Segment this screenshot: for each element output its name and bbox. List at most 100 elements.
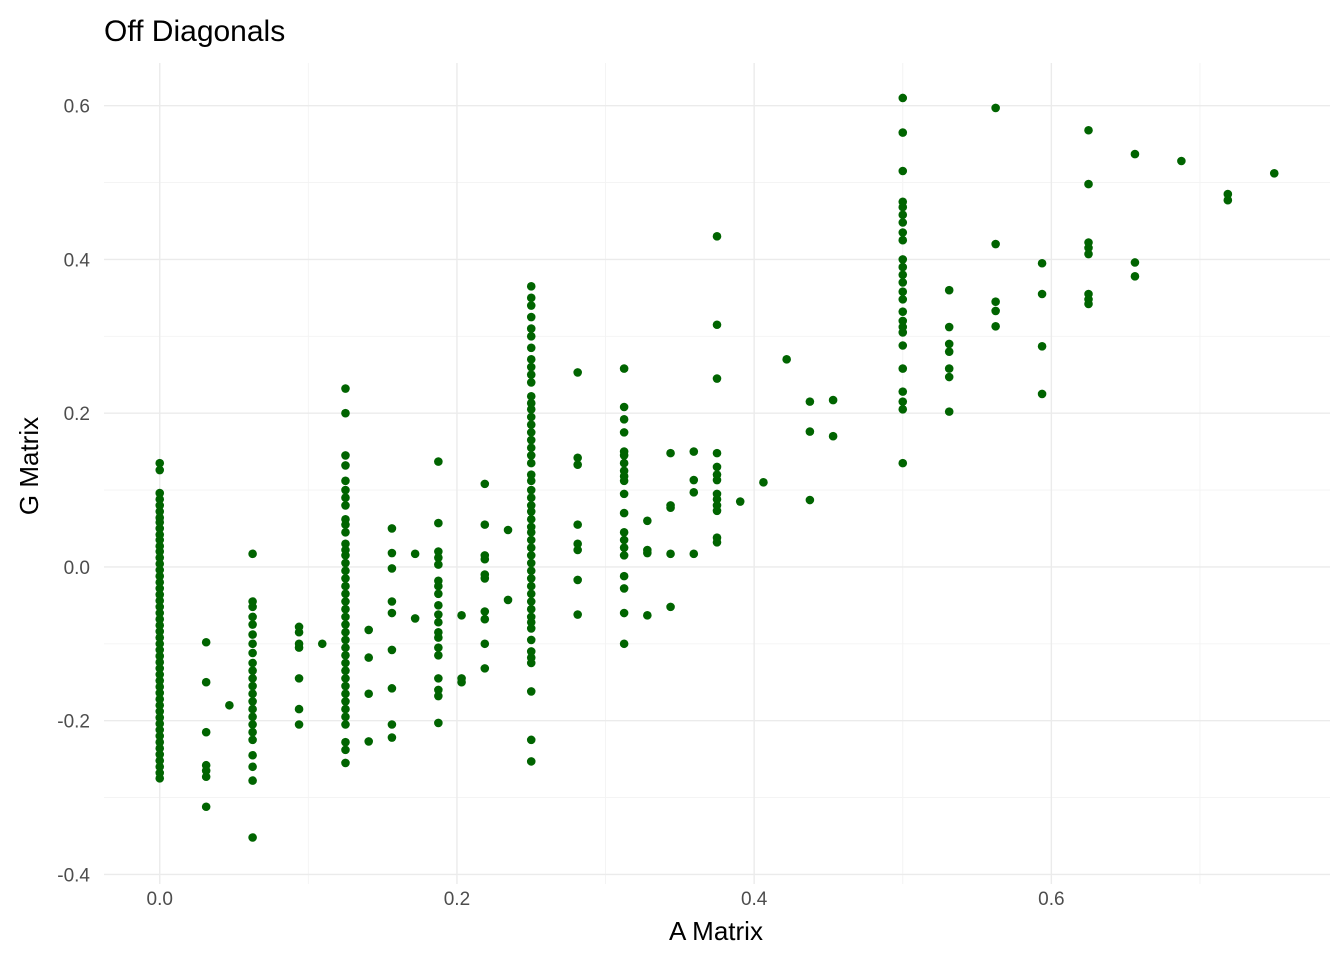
data-point [387,645,397,655]
data-point [991,321,1000,331]
y-tick-label: -0.2 [57,712,90,733]
data-point [248,833,257,842]
data-point [619,489,629,499]
data-point [155,725,165,735]
data-point [155,731,165,741]
data-point [155,465,165,475]
data-point [805,427,815,436]
data-point [155,713,165,722]
data-point [434,560,443,569]
data-point [712,448,722,458]
data-point [643,548,652,558]
data-point [434,518,443,528]
data-point [898,387,908,396]
data-point [248,549,257,559]
data-point [1037,341,1047,351]
data-point [991,297,1000,306]
data-point [341,689,350,699]
data-point [944,339,954,349]
data-point [155,737,165,747]
data-point [573,460,582,469]
data-point [712,506,722,516]
data-point [503,525,513,535]
data-point [526,535,536,545]
data-point [526,428,536,437]
data-point [341,597,350,606]
data-point [898,316,908,326]
data-point [526,293,536,303]
data-point [294,704,304,714]
data-point [526,735,536,745]
data-point [248,620,257,629]
data-point [434,457,443,466]
data-point [155,501,165,510]
data-point [666,503,675,513]
data-point [526,574,536,583]
data-point [341,674,350,683]
data-point [341,384,350,393]
data-point [712,374,722,383]
data-point [1130,149,1140,159]
data-point [898,255,908,264]
data-point [991,239,1000,249]
data-point [387,720,397,729]
data-point [294,627,304,637]
data-point [341,681,350,691]
data-point [341,589,350,599]
data-point [341,581,350,591]
data-point [759,478,768,487]
data-point [898,458,908,468]
data-point [341,643,350,652]
data-point [1037,289,1047,299]
data-point [341,627,350,637]
data-point [155,694,165,704]
data-point [526,343,536,353]
data-point [526,551,536,560]
data-point [712,538,722,547]
data-point [155,488,165,498]
data-point [1223,195,1233,205]
data-point [155,762,165,772]
data-point [341,712,350,722]
data-point [155,584,165,593]
y-tick-label: 0.2 [64,404,90,425]
data-point [480,574,490,583]
data-point [155,750,165,759]
data-point [526,355,536,364]
data-point [526,566,536,576]
data-point [898,287,908,297]
data-point [898,341,908,350]
data-point [434,610,443,619]
data-point [526,398,536,408]
data-point [155,664,165,673]
data-point [155,565,165,575]
data-point [341,566,350,576]
data-point [248,648,257,658]
data-point [387,564,397,573]
data-point [898,295,908,304]
data-point [619,535,629,545]
data-point [619,508,629,518]
data-point [526,412,536,422]
data-point [526,635,536,645]
data-point [898,235,908,245]
data-point [898,128,908,137]
data-point [341,461,350,470]
data-point [1084,299,1093,309]
y-axis-ticks: -0.4 -0.2 0.0 0.2 0.4 0.6 [57,97,90,887]
data-point [526,324,536,333]
data-point [944,372,954,382]
data-point [898,397,908,406]
data-point [155,700,165,710]
data-point [526,543,536,552]
data-point [526,331,536,341]
data-point [155,458,165,468]
data-point [434,718,443,728]
data-point [1084,249,1093,259]
data-point [155,744,165,753]
data-point [410,549,420,559]
data-point [248,727,257,737]
data-point [155,596,165,606]
data-point [341,704,350,714]
